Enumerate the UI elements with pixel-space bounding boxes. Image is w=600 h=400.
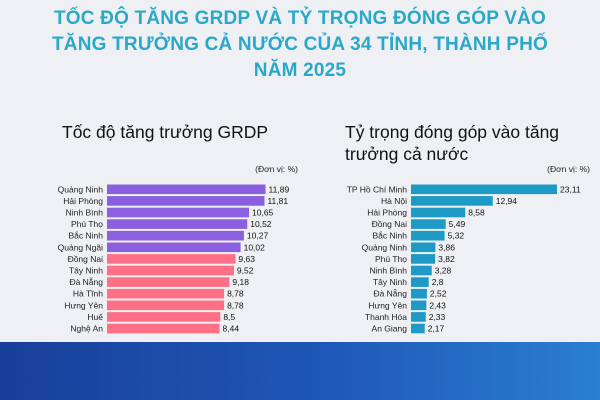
bar bbox=[411, 323, 425, 334]
bar bbox=[107, 312, 221, 322]
grdp-chart-title: Tốc độ tăng trưởng GRDP bbox=[62, 122, 269, 142]
category-label: Phú Thọ bbox=[71, 219, 103, 229]
bar bbox=[107, 300, 225, 311]
bar bbox=[411, 288, 427, 299]
value-label: 8,44 bbox=[223, 324, 240, 334]
contribution-unit-label: (Đơn vị: %) bbox=[547, 164, 590, 174]
value-label: 23,11 bbox=[560, 184, 581, 194]
category-label: Ninh Bình bbox=[66, 208, 104, 218]
category-label: Nghệ An bbox=[70, 324, 103, 334]
bar bbox=[411, 184, 557, 195]
value-label: 3,82 bbox=[438, 254, 455, 264]
category-label: Huế bbox=[87, 312, 103, 322]
contribution-chart-title: Tỷ trọng đóng góp vào tăng trưởng cả nướ… bbox=[345, 122, 560, 164]
bar bbox=[107, 288, 225, 299]
value-label: 8,5 bbox=[223, 312, 235, 322]
category-label: Bắc Ninh bbox=[373, 231, 408, 241]
category-label: Đồng Nai bbox=[68, 254, 104, 264]
value-label: 10,52 bbox=[250, 219, 272, 229]
category-label: Bắc Ninh bbox=[69, 231, 104, 241]
value-label: 3,86 bbox=[438, 242, 455, 252]
value-label: 2,17 bbox=[428, 324, 445, 334]
category-label: An Giang bbox=[372, 324, 408, 334]
bar bbox=[411, 300, 427, 311]
value-label: 8,78 bbox=[227, 300, 244, 310]
category-label: Quảng Ninh bbox=[362, 242, 408, 252]
bar bbox=[107, 184, 266, 195]
category-label: Quảng Ninh bbox=[58, 184, 104, 194]
value-label: 10,27 bbox=[247, 231, 269, 241]
bar bbox=[411, 242, 436, 253]
value-label: 3,28 bbox=[435, 266, 452, 276]
bar bbox=[107, 265, 234, 276]
category-label: Hà Tĩnh bbox=[73, 289, 103, 299]
main-title-line-2: TĂNG TRƯỞNG CẢ NƯỚC CỦA 34 TỈNH, THÀNH P… bbox=[52, 34, 548, 55]
category-label: Tây Ninh bbox=[373, 277, 407, 287]
bar bbox=[107, 242, 241, 253]
category-label: Ninh Bình bbox=[370, 266, 408, 276]
bar bbox=[411, 312, 426, 322]
category-label: Hải Phòng bbox=[63, 196, 103, 206]
bar bbox=[107, 230, 244, 241]
bar bbox=[411, 265, 432, 276]
main-title-line-3: NĂM 2025 bbox=[253, 60, 347, 81]
category-label: Quảng Ngãi bbox=[58, 242, 103, 252]
value-label: 9,63 bbox=[238, 254, 255, 264]
grdp-chart: Quảng Ninh 11,89 Hải Phòng 11,81 Ninh Bình 10… bbox=[58, 184, 290, 333]
category-label: Đà Nẵng bbox=[373, 289, 407, 299]
value-label: 5,49 bbox=[449, 219, 466, 229]
value-label: 10,02 bbox=[244, 242, 266, 252]
value-label: 11,89 bbox=[269, 184, 290, 194]
bar bbox=[411, 230, 445, 241]
main-title: TỐC ĐỘ TĂNG GRDP VÀ TỶ TRỌNG ĐÓNG GÓP VÀ… bbox=[40, 6, 560, 84]
value-label: 2,8 bbox=[432, 277, 444, 287]
bar bbox=[107, 254, 236, 264]
bar bbox=[107, 277, 230, 287]
value-label: 8,78 bbox=[227, 289, 244, 299]
value-label: 2,52 bbox=[430, 289, 447, 299]
value-label: 9,18 bbox=[232, 277, 249, 287]
value-label: 2,43 bbox=[429, 300, 446, 310]
value-label: 5,32 bbox=[448, 231, 465, 241]
bar bbox=[107, 196, 265, 206]
value-label: 10,65 bbox=[252, 208, 274, 218]
grdp-unit-label: (Đơn vị: %) bbox=[255, 164, 298, 174]
category-label: Tây Ninh bbox=[69, 266, 103, 276]
contribution-chart: TP Hồ Chí Minh 23,11 Hà Nội 12,94 Hải Phòng 8… bbox=[347, 184, 581, 333]
bar bbox=[411, 196, 493, 206]
value-label: 9,52 bbox=[237, 266, 254, 276]
value-label: 12,94 bbox=[496, 196, 518, 206]
main-title-line-1: TỐC ĐỘ TĂNG GRDP VÀ TỶ TRỌNG ĐÓNG GÓP VÀ… bbox=[53, 8, 547, 29]
category-label: Thanh Hóa bbox=[365, 312, 407, 322]
value-label: 8,58 bbox=[468, 208, 485, 218]
bar bbox=[107, 323, 220, 334]
bar bbox=[107, 207, 249, 218]
category-label: Đồng Nai bbox=[372, 219, 408, 229]
bar bbox=[411, 254, 436, 264]
category-label: Hưng Yên bbox=[368, 300, 407, 310]
bar bbox=[107, 219, 248, 229]
bar bbox=[411, 277, 429, 287]
category-label: Hải Phòng bbox=[367, 208, 407, 218]
category-label: Phú Thọ bbox=[375, 254, 407, 264]
category-label: Hưng Yên bbox=[64, 300, 103, 310]
value-label: 2,33 bbox=[429, 312, 446, 322]
value-label: 11,81 bbox=[267, 196, 288, 206]
footer-band bbox=[0, 342, 600, 400]
bar bbox=[411, 207, 466, 218]
category-label: Hà Nội bbox=[381, 196, 407, 206]
category-label: Đà Nẵng bbox=[69, 277, 103, 287]
category-label: TP Hồ Chí Minh bbox=[347, 184, 408, 194]
bar bbox=[411, 219, 446, 229]
